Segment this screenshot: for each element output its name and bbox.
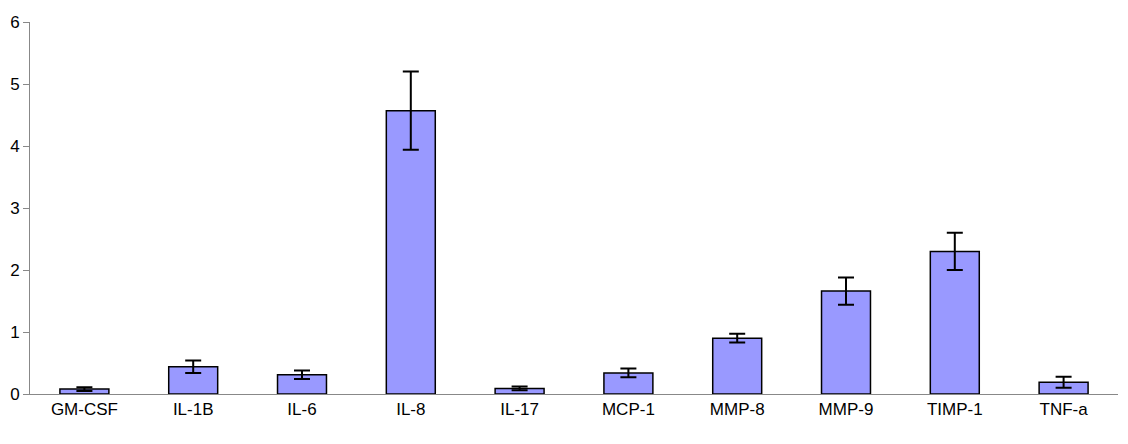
svg-text:5: 5 bbox=[10, 75, 19, 94]
svg-text:TNF-a: TNF-a bbox=[1040, 400, 1089, 419]
svg-text:GM-CSF: GM-CSF bbox=[51, 400, 118, 419]
svg-text:IL-8: IL-8 bbox=[396, 400, 425, 419]
svg-text:MCP-1: MCP-1 bbox=[602, 400, 655, 419]
svg-text:2: 2 bbox=[10, 261, 19, 280]
svg-text:IL-17: IL-17 bbox=[500, 400, 539, 419]
svg-text:3: 3 bbox=[10, 199, 19, 218]
svg-text:MMP-9: MMP-9 bbox=[819, 400, 874, 419]
svg-text:4: 4 bbox=[10, 137, 19, 156]
svg-text:IL-6: IL-6 bbox=[287, 400, 316, 419]
svg-text:6: 6 bbox=[10, 13, 19, 32]
svg-text:MMP-8: MMP-8 bbox=[710, 400, 765, 419]
svg-text:1: 1 bbox=[10, 323, 19, 342]
svg-text:0: 0 bbox=[10, 385, 19, 404]
svg-text:IL-1B: IL-1B bbox=[173, 400, 214, 419]
svg-text:TIMP-1: TIMP-1 bbox=[927, 400, 983, 419]
